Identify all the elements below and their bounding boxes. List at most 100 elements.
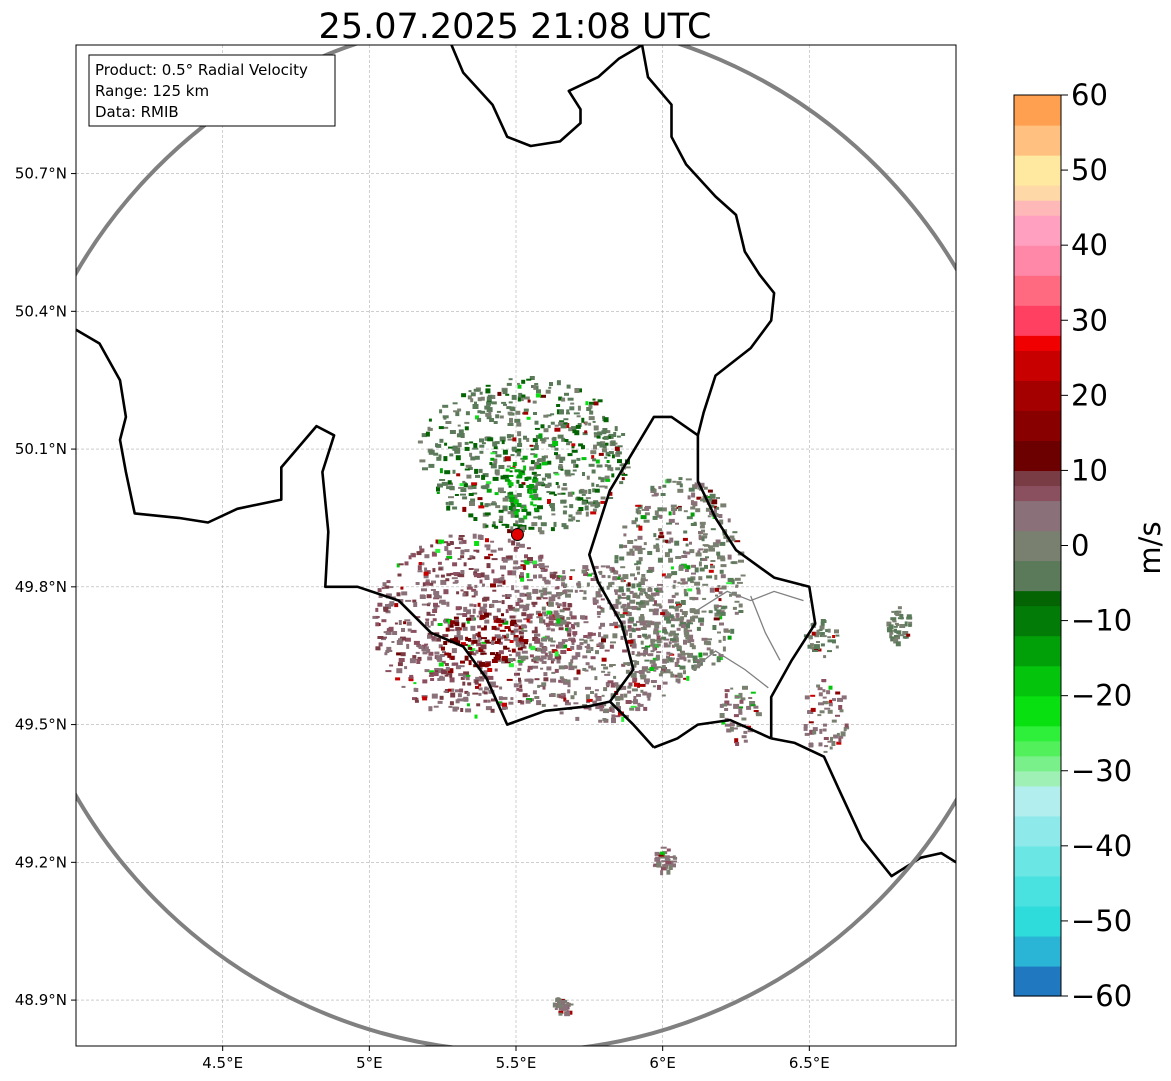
echo-pixel (576, 669, 581, 675)
echo-pixel (458, 486, 465, 489)
chart-title: 25.07.2025 21:08 UTC (319, 7, 712, 47)
echo-pixel (575, 652, 581, 658)
echo-pixel (497, 584, 503, 587)
echo-pixel (678, 565, 684, 571)
echo-pixel (622, 612, 628, 615)
echo-pixel (598, 626, 602, 630)
echo-pixel (615, 715, 621, 718)
echo-pixel (383, 631, 390, 634)
echo-pixel (547, 474, 552, 479)
echo-pixel (477, 602, 481, 607)
echo-pixel (452, 581, 458, 584)
echo-pixel (627, 662, 631, 666)
echo-pixel (690, 506, 696, 510)
echo-pixel (513, 547, 518, 552)
echo-pixel (484, 556, 491, 560)
echo-pixel (478, 647, 484, 653)
echo-pixel (837, 697, 843, 702)
echo-pixel (743, 739, 748, 743)
echo-pixel (431, 551, 437, 557)
echo-pixel (709, 587, 715, 593)
echo-pixel (448, 446, 453, 449)
echo-pixel (897, 634, 904, 637)
echo-pixel (449, 624, 454, 628)
echo-pixel (554, 473, 560, 476)
echo-pixel (455, 606, 461, 611)
echo-pixel (504, 638, 511, 641)
echo-pixel (584, 669, 589, 672)
echo-pixel (426, 611, 431, 616)
echo-pixel (523, 408, 529, 412)
echo-pixel (454, 449, 461, 454)
echo-pixel (567, 453, 573, 457)
echo-pixel (607, 464, 612, 469)
echo-pixel (637, 571, 640, 575)
echo-pixel (565, 627, 568, 631)
echo-pixel (454, 622, 460, 627)
echo-pixel (421, 644, 427, 649)
echo-pixel (466, 474, 472, 479)
colorbar-band (1014, 215, 1061, 246)
echo-pixel (586, 582, 590, 587)
echo-pixel (573, 691, 577, 696)
echo-pixel (604, 673, 611, 676)
echo-pixel (394, 622, 398, 625)
echo-pixel (571, 443, 576, 447)
echo-pixel (474, 679, 479, 685)
echo-pixel (422, 696, 428, 701)
echo-pixel (526, 378, 532, 381)
echo-pixel (481, 442, 486, 445)
echo-pixel (652, 663, 657, 666)
echo-pixel (525, 603, 530, 606)
echo-pixel (492, 441, 498, 447)
echo-pixel (510, 513, 515, 518)
echo-pixel (734, 695, 740, 699)
echo-pixel (576, 415, 581, 418)
echo-pixel (699, 525, 705, 529)
echo-pixel (666, 611, 670, 615)
echo-pixel (640, 578, 645, 584)
echo-pixel (622, 574, 629, 580)
echo-pixel (602, 718, 607, 721)
echo-pixel (691, 492, 696, 498)
echo-pixel (454, 494, 459, 496)
echo-pixel (832, 698, 836, 702)
border-france-germany (770, 737, 956, 878)
echo-pixel (417, 440, 423, 444)
echo-pixel (502, 696, 508, 700)
echo-pixel (571, 655, 578, 660)
echo-pixel (546, 666, 552, 671)
echo-pixel (411, 553, 416, 558)
echo-pixel (637, 550, 643, 555)
echo-pixel (841, 695, 847, 700)
echo-pixel (699, 658, 706, 663)
echo-pixel (493, 578, 500, 584)
echo-pixel (599, 606, 603, 609)
echo-pixel (902, 631, 909, 635)
echo-pixel (516, 542, 521, 547)
echo-pixel (462, 496, 468, 500)
echo-pixel (533, 564, 540, 566)
echo-pixel (484, 687, 490, 691)
echo-pixel (899, 614, 904, 617)
echo-pixel (845, 726, 850, 730)
echo-pixel (468, 568, 474, 570)
echo-pixel (558, 644, 564, 648)
echo-pixel (600, 496, 606, 500)
echo-pixel (670, 638, 676, 642)
echo-pixel (715, 539, 721, 544)
echo-pixel (480, 485, 484, 489)
echo-pixel (620, 635, 624, 640)
echo-pixel (523, 506, 527, 510)
echo-pixel (655, 548, 660, 553)
echo-pixel (518, 543, 525, 548)
echo-pixel (603, 435, 609, 440)
echo-pixel (577, 405, 581, 411)
echo-pixel (490, 457, 495, 461)
echo-pixel (554, 654, 560, 660)
echo-pixel (564, 623, 569, 628)
echo-pixel (704, 494, 708, 497)
echo-pixel (693, 668, 697, 671)
echo-pixel (667, 657, 673, 662)
echo-pixel (601, 638, 606, 643)
